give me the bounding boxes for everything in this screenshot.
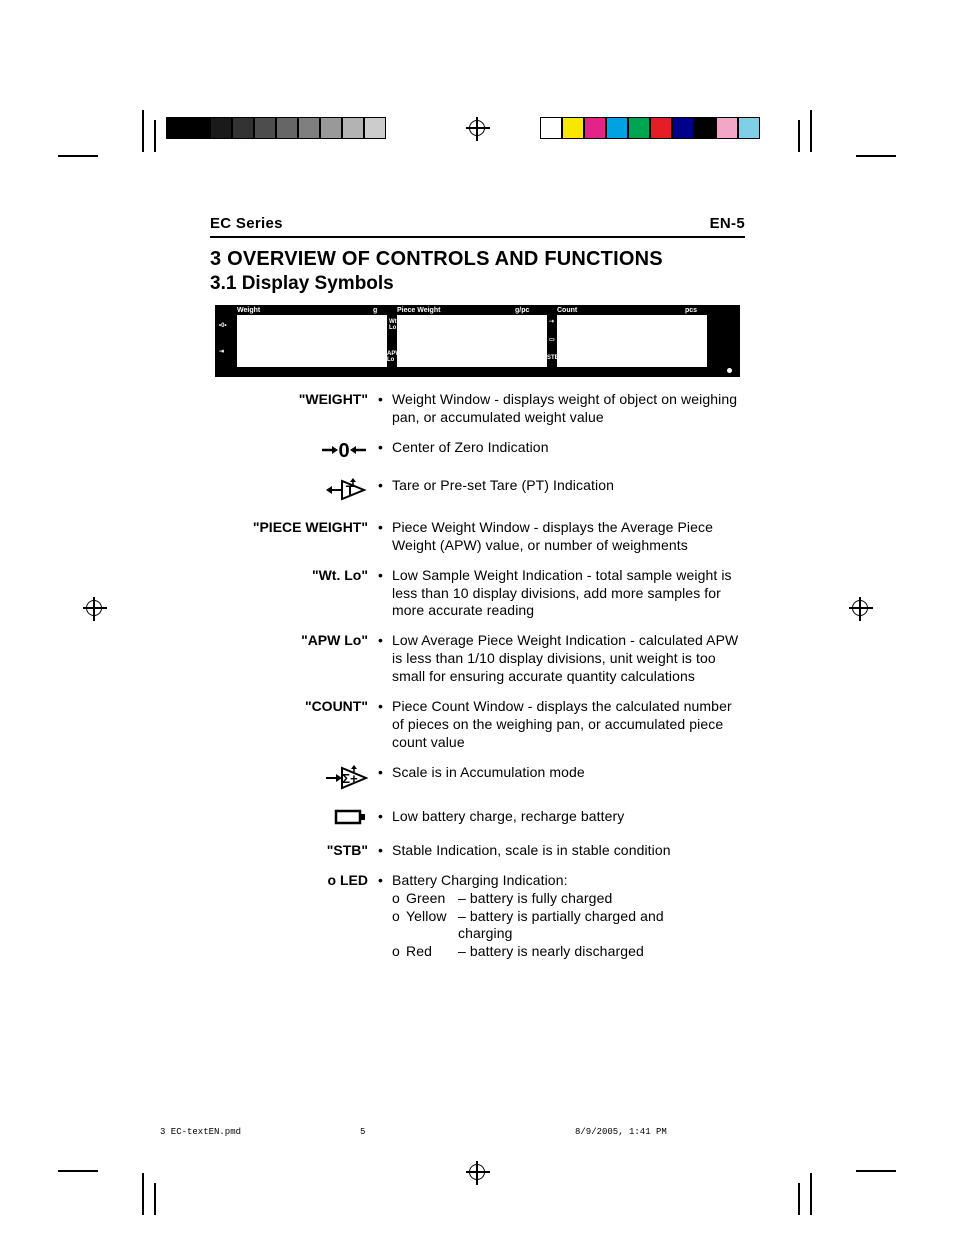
symbol-description: •Stable Indication, scale is in stable c… [378, 842, 745, 860]
symbol-label: 0 [210, 439, 378, 465]
panel-screen-count [557, 315, 707, 367]
led-status-row: oRed– battery is nearly discharged [392, 943, 745, 961]
symbol-label: Σ+ [210, 764, 378, 796]
led-status-row: charging [392, 925, 745, 943]
display-panel-illustration: Weight g Piece Weight g/pc Count pcs •0•… [215, 305, 740, 377]
panel-side-tare-icon: ⇥ [219, 349, 224, 355]
low-battery-icon [334, 808, 368, 830]
section-subtitle: 3.1 Display Symbols [210, 273, 745, 295]
symbol-label [210, 808, 378, 830]
panel-unit-gpc: g/pc [515, 307, 529, 314]
symbol-label: "Wt. Lo" [210, 567, 378, 583]
panel-label-weight: Weight [237, 307, 260, 314]
page-number: EN-5 [710, 215, 745, 232]
panel-led-icon [727, 368, 732, 373]
panel-side-zero-icon: •0• [219, 323, 227, 329]
footer-date: 8/9/2005, 1:41 PM [575, 1127, 795, 1137]
symbol-row: "WEIGHT"•Weight Window - displays weight… [210, 391, 745, 427]
symbol-row: "STB"•Stable Indication, scale is in sta… [210, 842, 745, 860]
symbol-label: o LED [210, 872, 378, 888]
panel-side-sigma-icon: ⇢ [549, 319, 554, 325]
symbol-row: "APW Lo"•Low Average Piece Weight Indica… [210, 632, 745, 686]
symbol-description: •Low battery charge, recharge battery [378, 808, 745, 826]
panel-unit-g: g [373, 307, 377, 314]
panel-label-count: Count [557, 307, 577, 314]
panel-side-wtlo: Wt.Lo [389, 319, 398, 331]
symbol-description: •Low Average Piece Weight Indication - c… [378, 632, 745, 686]
symbol-row: "PIECE WEIGHT"•Piece Weight Window - dis… [210, 519, 745, 555]
symbol-row: "COUNT"•Piece Count Window - displays th… [210, 698, 745, 752]
panel-screen-weight [237, 315, 387, 367]
series-label: EC Series [210, 215, 283, 232]
symbol-description: •Weight Window - displays weight of obje… [378, 391, 745, 427]
page-header: EC Series EN-5 [210, 215, 745, 238]
symbol-row: •Low battery charge, recharge battery [210, 808, 745, 830]
symbol-label: "COUNT" [210, 698, 378, 714]
footer-file: 3 EC-textEN.pmd [160, 1127, 360, 1137]
panel-side-stb: STB [547, 355, 559, 361]
symbol-row: o LED•Battery Charging Indication:oGreen… [210, 872, 745, 962]
panel-unit-pcs: pcs [685, 307, 697, 314]
symbol-label: "WEIGHT" [210, 391, 378, 407]
tare-indication-icon: T [324, 477, 368, 507]
symbol-description: •Battery Charging Indication:oGreen– bat… [378, 872, 745, 962]
symbol-description: •Scale is in Accumulation mode [378, 764, 745, 782]
symbol-label: "APW Lo" [210, 632, 378, 648]
symbol-description: •Tare or Pre-set Tare (PT) Indication [378, 477, 745, 495]
page: EC Series EN-5 3 OVERVIEW OF CONTROLS AN… [0, 0, 954, 1235]
symbol-row: "Wt. Lo"•Low Sample Weight Indication - … [210, 567, 745, 621]
print-footer: 3 EC-textEN.pmd 5 8/9/2005, 1:41 PM [160, 1127, 795, 1137]
accumulation-icon: Σ+ [324, 764, 368, 796]
panel-screen-pieceweight [397, 315, 547, 367]
zero-indication-icon: 0 [320, 439, 368, 465]
symbol-description: •Piece Weight Window - displays the Aver… [378, 519, 745, 555]
panel-side-apwlo: APWLo [387, 351, 401, 363]
svg-text:Σ+: Σ+ [342, 771, 358, 786]
symbol-definitions: "WEIGHT"•Weight Window - displays weight… [210, 391, 745, 961]
symbol-description: •Center of Zero Indication [378, 439, 745, 457]
footer-page: 5 [360, 1127, 575, 1137]
symbol-label: "PIECE WEIGHT" [210, 519, 378, 535]
svg-text:0: 0 [338, 440, 349, 461]
color-swatch-strip [540, 117, 760, 139]
registration-mark-icon [852, 600, 868, 616]
symbol-row: 0 •Center of Zero Indication [210, 439, 745, 465]
led-status-row: oGreen– battery is fully charged [392, 890, 745, 908]
color-swatch-strip [166, 117, 386, 139]
registration-mark-icon [469, 120, 485, 136]
symbol-description: •Low Sample Weight Indication - total sa… [378, 567, 745, 621]
symbol-label: "STB" [210, 842, 378, 858]
registration-mark-icon [86, 600, 102, 616]
symbol-description: •Piece Count Window - displays the calcu… [378, 698, 745, 752]
panel-side-battery-icon: ▭ [549, 337, 555, 343]
symbol-label: T [210, 477, 378, 507]
symbol-row: T •Tare or Pre-set Tare (PT) Indication [210, 477, 745, 507]
led-status-row: oYellow– battery is partially charged an… [392, 908, 745, 926]
section-title: 3 OVERVIEW OF CONTROLS AND FUNCTIONS [210, 248, 745, 271]
content-area: EC Series EN-5 3 OVERVIEW OF CONTROLS AN… [210, 215, 745, 973]
panel-label-pieceweight: Piece Weight [397, 307, 440, 314]
registration-mark-icon [469, 1164, 485, 1180]
symbol-row: Σ+ •Scale is in Accumulation mode [210, 764, 745, 796]
